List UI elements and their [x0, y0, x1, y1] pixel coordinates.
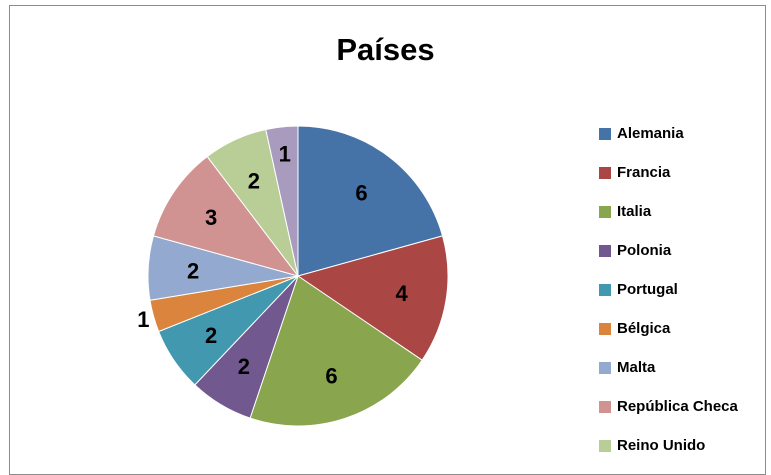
legend-item: Alemania	[599, 114, 738, 153]
legend-label: Bélgica	[617, 320, 671, 337]
pie-slice	[265, 125, 299, 277]
slice-data-label: 3	[205, 205, 217, 230]
legend-item: Francia	[599, 153, 738, 192]
slice-data-label: 1	[279, 142, 291, 167]
slice-data-label: 2	[205, 323, 217, 348]
legend-label: Francia	[617, 164, 671, 181]
slice-data-label: 2	[248, 169, 260, 194]
legend-label: Malta	[617, 359, 656, 376]
slice-data-label: 6	[325, 364, 337, 389]
legend-item: Polonia	[599, 231, 738, 270]
slice-data-label: 2	[238, 354, 250, 379]
slice-data-label: 1	[137, 307, 149, 332]
slice-data-label: 6	[355, 180, 367, 205]
legend-label: Portugal	[617, 281, 678, 298]
pie-slice	[249, 275, 423, 427]
legend-label: Alemania	[617, 125, 684, 142]
legend-label: Reino Unido	[617, 437, 706, 454]
slice-data-label: 4	[395, 281, 408, 306]
legend-label: Italia	[617, 203, 652, 220]
legend-swatch	[599, 127, 611, 140]
legend-item: Portugal	[599, 270, 738, 309]
legend-swatch	[599, 283, 611, 296]
legend-item: República Checa	[599, 387, 738, 426]
pie-slice	[297, 125, 444, 277]
legend-item: Malta	[599, 348, 738, 387]
legend-item: Bélgica	[599, 309, 738, 348]
legend-swatch	[599, 400, 611, 413]
chart-title: Países	[336, 32, 435, 67]
legend-item: Italia	[599, 192, 738, 231]
chart-legend: Alemania Francia Italia Polonia Portugal Bélg…	[599, 114, 738, 465]
legend-swatch	[599, 439, 611, 452]
legend-swatch	[599, 166, 611, 179]
legend-swatch	[599, 322, 611, 335]
legend-swatch	[599, 244, 611, 257]
slice-data-label: 2	[187, 258, 199, 283]
legend-label: República Checa	[617, 398, 738, 415]
pie-slice	[152, 155, 300, 277]
legend-item: Reino Unido	[599, 426, 738, 465]
legend-swatch	[599, 205, 611, 218]
legend-label: Polonia	[617, 242, 672, 259]
pie-slice	[296, 235, 449, 361]
legend-swatch	[599, 361, 611, 374]
